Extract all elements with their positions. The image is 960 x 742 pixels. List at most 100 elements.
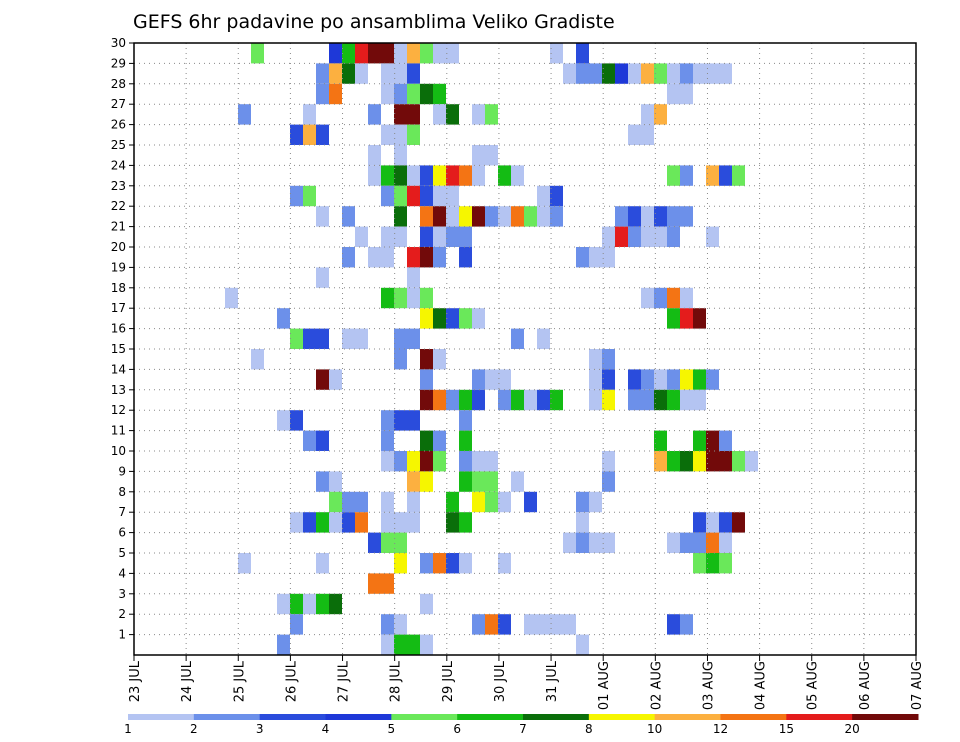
heatmap-cell xyxy=(368,532,381,553)
heatmap-cell xyxy=(459,430,472,451)
heatmap-cell xyxy=(290,124,303,145)
y-tick-label: 10 xyxy=(111,444,126,458)
heatmap-cell xyxy=(485,491,498,513)
heatmap-cell xyxy=(693,553,706,574)
heatmap-cell xyxy=(381,614,394,635)
heatmap-cell xyxy=(485,145,498,166)
heatmap-cell xyxy=(550,389,563,411)
heatmap-cell xyxy=(602,349,615,370)
heatmap-cell xyxy=(381,451,394,472)
heatmap-cell xyxy=(524,206,537,227)
heatmap-cell xyxy=(654,430,667,451)
heatmap-cell xyxy=(719,430,732,451)
heatmap-cell xyxy=(602,389,615,411)
heatmap-cell xyxy=(472,308,485,329)
heatmap-cell xyxy=(680,451,693,472)
color-scale-swatch xyxy=(128,714,195,720)
heatmap-cell xyxy=(602,532,615,553)
y-tick-label: 4 xyxy=(118,566,126,580)
heatmap-cell xyxy=(329,83,342,105)
heatmap-cell xyxy=(277,308,290,329)
heatmap-cell xyxy=(693,369,706,390)
heatmap-cell xyxy=(667,287,680,309)
heatmap-cell xyxy=(602,247,615,268)
heatmap-cell xyxy=(316,471,329,492)
heatmap-cell xyxy=(628,389,641,411)
x-tick-label: 05 AUG xyxy=(806,661,821,710)
heatmap-cell xyxy=(472,491,485,513)
heatmap-cell xyxy=(355,226,368,247)
heatmap-cell xyxy=(303,512,316,533)
heatmap-cell xyxy=(420,634,433,655)
heatmap-cell xyxy=(407,634,420,655)
heatmap-cell xyxy=(576,247,589,268)
heatmap-cell xyxy=(459,410,472,431)
heatmap-cell xyxy=(394,43,407,64)
color-scale-label: 2 xyxy=(190,722,198,736)
heatmap-cell xyxy=(602,369,615,390)
heatmap-cell xyxy=(446,104,459,125)
x-tick-label: 30 JUL xyxy=(493,660,508,702)
y-tick-label: 7 xyxy=(118,505,126,519)
heatmap-cell xyxy=(680,206,693,227)
y-tick-label: 2 xyxy=(118,607,126,621)
heatmap-cell xyxy=(719,63,732,84)
heatmap-cell xyxy=(394,287,407,309)
heatmap-cell xyxy=(485,471,498,492)
heatmap-cell xyxy=(641,104,654,125)
heatmap-cell xyxy=(238,104,251,125)
color-scale-label: 8 xyxy=(585,722,593,736)
heatmap-cell xyxy=(667,63,680,84)
heatmap-cell xyxy=(381,287,394,309)
heatmap-cell xyxy=(394,185,407,207)
heatmap-cell xyxy=(472,145,485,166)
heatmap-cell xyxy=(420,430,433,451)
heatmap-cell xyxy=(407,491,420,513)
heatmap-cell xyxy=(576,634,589,655)
heatmap-cell xyxy=(368,247,381,268)
heatmap-cell xyxy=(446,389,459,411)
heatmap-cell xyxy=(407,287,420,309)
heatmap-cell xyxy=(472,369,485,390)
x-tick-label: 24 JUL xyxy=(180,660,195,702)
x-tick-label: 02 AUG xyxy=(649,661,664,710)
heatmap-cell xyxy=(667,83,680,105)
heatmap-cell xyxy=(485,614,498,635)
heatmap-cell xyxy=(420,83,433,105)
heatmap-cell xyxy=(667,308,680,329)
heatmap-cell xyxy=(654,104,667,125)
heatmap-cell xyxy=(472,206,485,227)
heatmap-cell xyxy=(446,491,459,513)
heatmap-cell xyxy=(472,389,485,411)
heatmap-cell xyxy=(641,226,654,247)
heatmap-cell xyxy=(693,308,706,329)
heatmap-cell xyxy=(420,247,433,268)
heatmap-cell xyxy=(407,328,420,349)
heatmap-cell xyxy=(342,512,355,533)
heatmap-cell xyxy=(381,63,394,84)
color-scale-swatch xyxy=(325,714,392,720)
heatmap-cell xyxy=(329,369,342,390)
heatmap-cell xyxy=(381,226,394,247)
heatmap-cell xyxy=(303,430,316,451)
color-scale-swatch xyxy=(654,714,721,720)
heatmap-cell xyxy=(303,104,316,125)
heatmap-cell xyxy=(498,491,511,513)
color-scale-label: 1 xyxy=(124,722,132,736)
heatmap-cell xyxy=(537,206,550,227)
y-tick-label: 18 xyxy=(111,281,126,295)
y-tick-label: 19 xyxy=(111,260,126,274)
heatmap-cell xyxy=(628,369,641,390)
heatmap-cell xyxy=(706,430,719,451)
heatmap-cell xyxy=(329,471,342,492)
heatmap-cell xyxy=(524,389,537,411)
heatmap-cell xyxy=(459,451,472,472)
heatmap-cell xyxy=(446,308,459,329)
heatmap-cell xyxy=(316,124,329,145)
y-tick-label: 16 xyxy=(111,322,126,336)
heatmap-cell xyxy=(420,287,433,309)
heatmap-cell xyxy=(589,349,602,370)
heatmap-cell xyxy=(706,451,719,472)
heatmap-cell xyxy=(420,451,433,472)
